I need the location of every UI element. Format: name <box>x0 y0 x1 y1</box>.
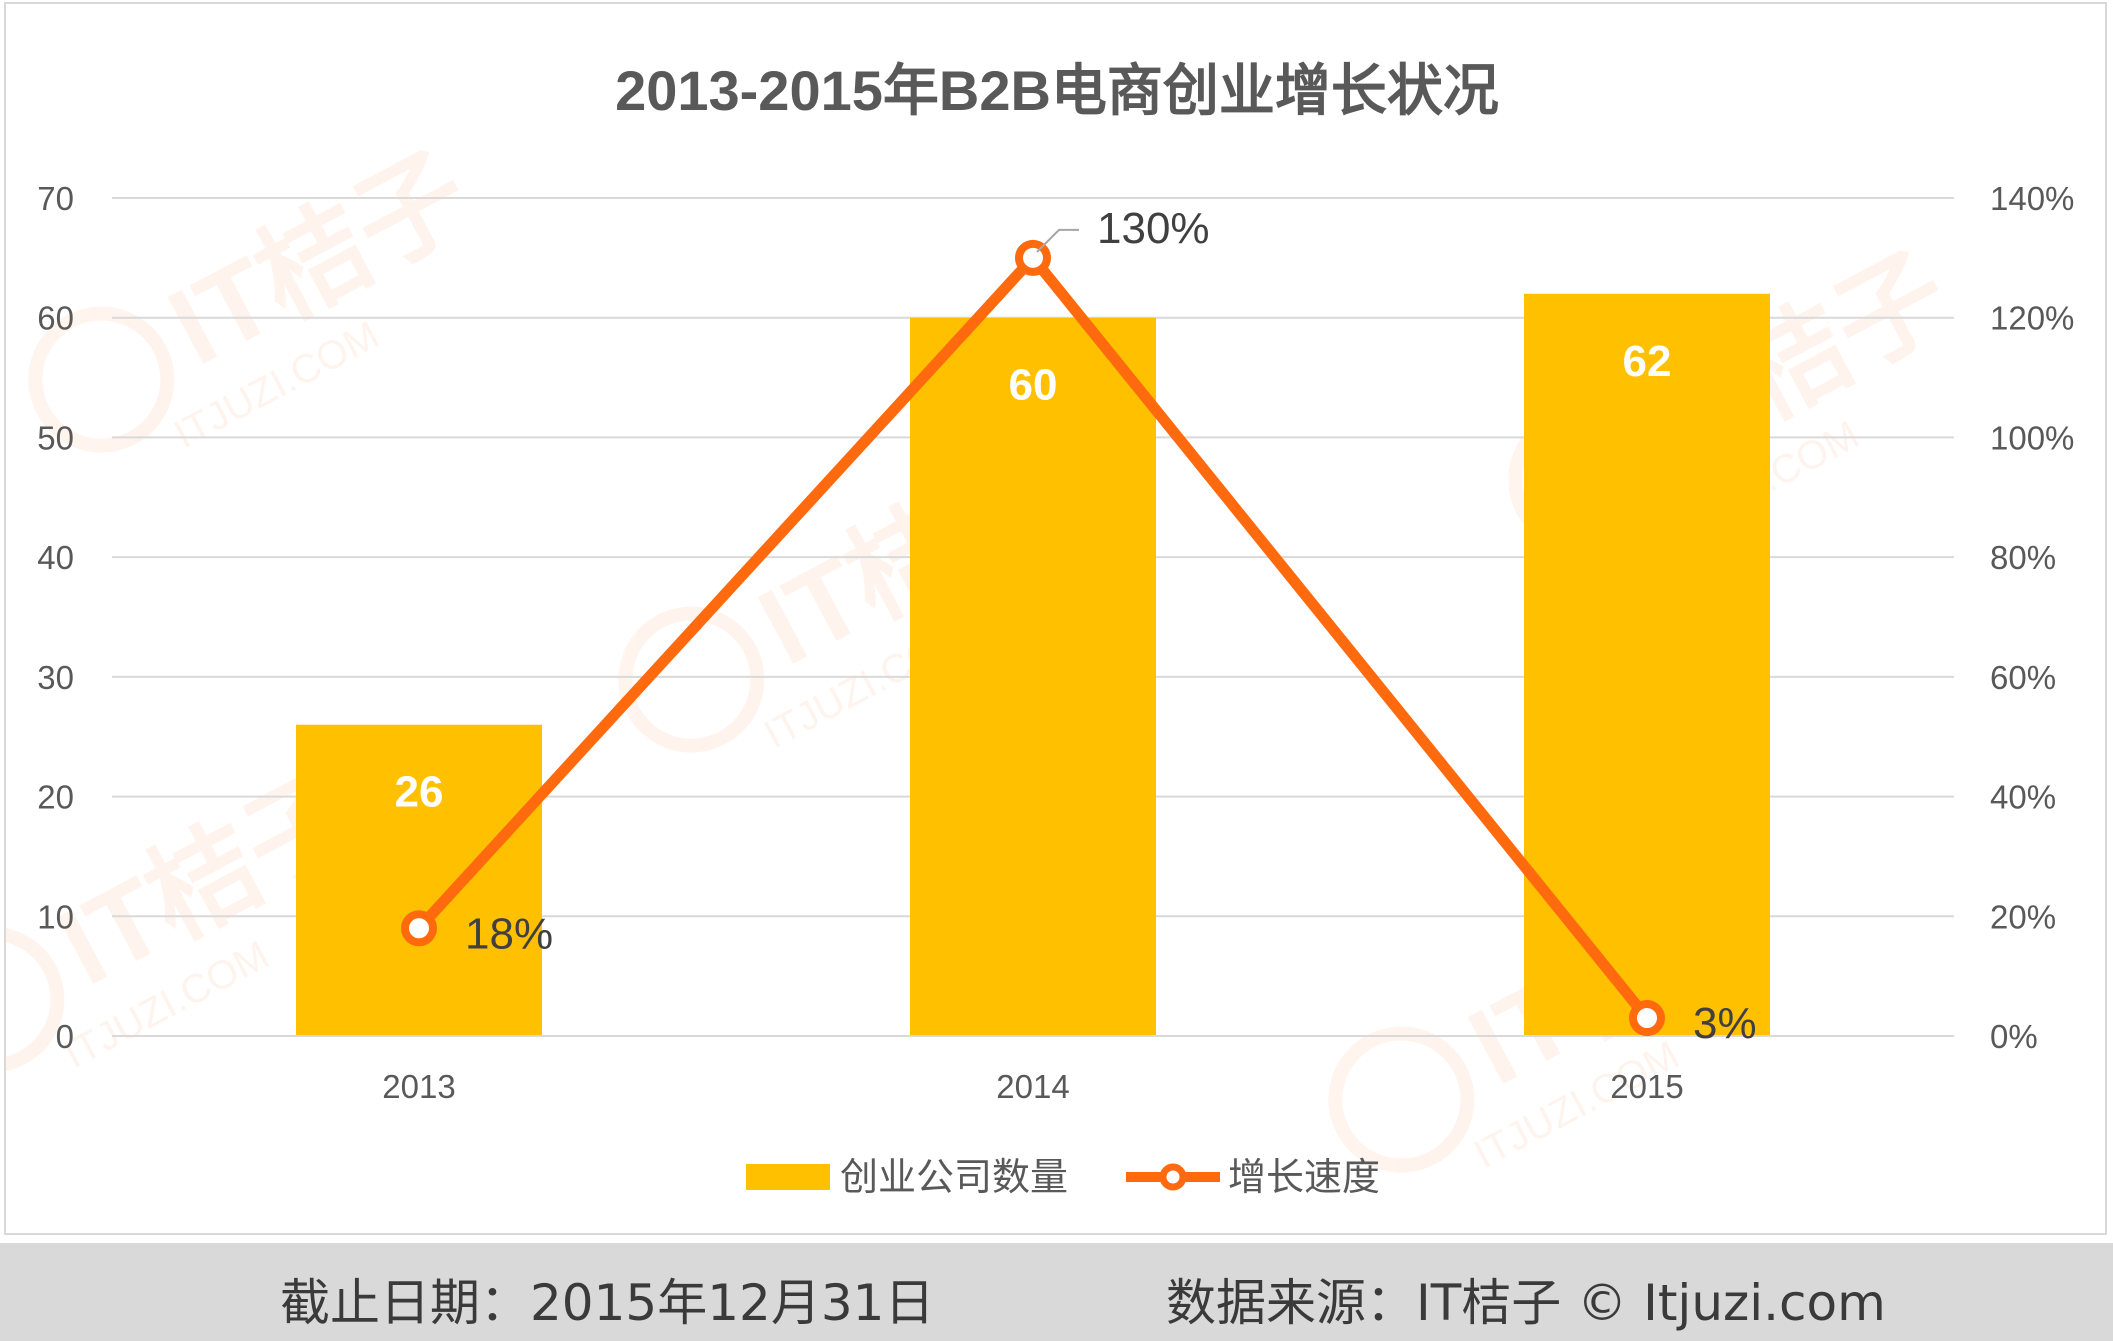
y-left-tick-label: 30 <box>37 659 74 696</box>
y-left-tick-label: 60 <box>37 300 74 337</box>
x-tick-label: 2014 <box>996 1068 1069 1105</box>
y-right-tick-label: 80% <box>1990 539 2056 576</box>
watermark-logo <box>618 606 765 753</box>
bar-data-label: 62 <box>1623 337 1672 386</box>
watermark-logo <box>1328 1026 1475 1173</box>
y-right-tick-label: 100% <box>1990 419 2074 456</box>
y-axis-left: 0 10 20 30 40 50 60 70 <box>37 180 74 1055</box>
x-axis: 2013 2014 2015 <box>112 1035 1954 1105</box>
legend-marker <box>1159 1163 1187 1191</box>
chart-svg: IT桔子ITJUZI.COMIT桔子ITJUZI.COMIT桔子ITJUZI.C… <box>0 59 2074 1199</box>
y-right-tick-label: 0% <box>1990 1018 2038 1055</box>
y-right-tick-label: 60% <box>1990 659 2056 696</box>
bar-data-label: 60 <box>1009 361 1058 410</box>
data-label-leader <box>1036 228 1079 253</box>
y-left-tick-label: 70 <box>37 180 74 217</box>
y-right-tick-label: 40% <box>1990 779 2056 816</box>
x-tick-label: 2015 <box>1610 1068 1683 1105</box>
chart-title: 2013-2015年B2B电商创业增长状况 <box>615 59 1499 122</box>
legend-label-line: 增长速度 <box>1228 1157 1380 1199</box>
y-right-tick-label: 120% <box>1990 300 2074 337</box>
legend-swatch-bar <box>746 1164 830 1190</box>
line-data-label: 18% <box>465 909 553 958</box>
footer-source: 数据来源：IT桔子 © Itjuzi.com <box>1166 1274 1886 1332</box>
bar <box>910 317 1156 1036</box>
line-point <box>401 910 437 947</box>
y-left-tick-label: 50 <box>37 419 74 456</box>
bar <box>1524 293 1770 1036</box>
legend-label-bar: 创业公司数量 <box>840 1157 1068 1199</box>
bar <box>296 724 542 1036</box>
bar-data-label: 26 <box>395 768 444 817</box>
line-point <box>1629 1000 1665 1037</box>
y-left-tick-label: 10 <box>37 898 74 935</box>
y-axis-right: 0% 20% 40% 60% 80% 100% 120% 140% <box>1990 180 2074 1055</box>
chart-frame: IT桔子 ITJUZI.COM IT桔子 ITJUZI.COM IT桔子 ITJUZI.C… <box>0 2 2107 1235</box>
y-right-tick-label: 140% <box>1990 180 2074 217</box>
y-right-tick-label: 20% <box>1990 898 2056 935</box>
watermark-logo <box>0 926 65 1073</box>
y-left-tick-label: 0 <box>56 1018 74 1055</box>
line-data-label: 130% <box>1097 204 1210 253</box>
line-series: 18% 130% 3% <box>401 204 1757 1048</box>
line-data-label: 3% <box>1693 999 1757 1048</box>
y-left-tick-label: 20 <box>37 779 74 816</box>
footer-date: 截止日期：2015年12月31日 <box>280 1274 935 1332</box>
line-point <box>1015 239 1051 276</box>
x-tick-label: 2013 <box>382 1068 455 1105</box>
footer-bar: 截止日期：2015年12月31日 数据来源：IT桔子 © Itjuzi.com <box>0 1243 2113 1341</box>
y-left-tick-label: 40 <box>37 539 74 576</box>
legend: 创业公司数量 增长速度 <box>746 1157 1380 1199</box>
